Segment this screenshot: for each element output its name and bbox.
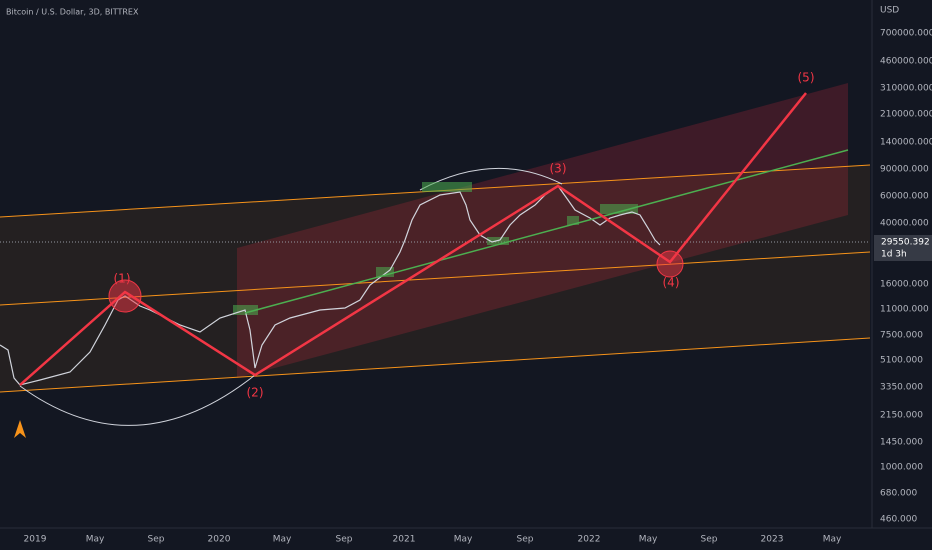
wave-circle <box>108 279 142 313</box>
arc <box>419 167 563 191</box>
price-label: 16000.000 <box>880 280 929 290</box>
zone <box>422 182 472 192</box>
price-label: 700000.000 <box>880 29 932 39</box>
arc <box>19 374 256 426</box>
zone <box>600 204 638 214</box>
time-label: May <box>639 535 658 545</box>
time-label: 2023 <box>761 535 784 545</box>
wave-label: (1) <box>114 272 131 286</box>
wave-label: (4) <box>663 276 680 290</box>
time-label: Sep <box>148 535 165 545</box>
price-tag-value: 29550.392 <box>881 238 930 248</box>
channel-mid <box>0 251 871 306</box>
price-label: 3350.000 <box>880 383 923 393</box>
projection-channel <box>237 83 848 378</box>
wave-label: (2) <box>247 386 264 400</box>
time-label: May <box>86 535 105 545</box>
price-tag-countdown: 1d 3h <box>881 250 907 260</box>
price-label: 2150.000 <box>880 411 923 421</box>
price-label: 11000.000 <box>880 305 929 315</box>
time-label: May <box>823 535 842 545</box>
price-label: 460.000 <box>880 515 917 525</box>
price-label: 1000.000 <box>880 463 923 473</box>
time-label: 2020 <box>208 535 231 545</box>
wave-label: (5) <box>798 71 815 85</box>
time-label: 2019 <box>24 535 47 545</box>
chart-title: Bitcoin / U.S. Dollar, 3D, BITTREX <box>6 8 139 17</box>
price-label: 210000.000 <box>880 110 932 120</box>
price-label: 680.000 <box>880 489 917 499</box>
price-label: 140000.000 <box>880 138 932 148</box>
price-label: 460000.000 <box>880 57 932 67</box>
price-label: 40000.000 <box>880 219 929 229</box>
time-label: 2022 <box>578 535 601 545</box>
price-label: 7500.000 <box>880 331 923 341</box>
price-label: 310000.000 <box>880 84 932 94</box>
time-label: Sep <box>336 535 353 545</box>
time-label: Sep <box>701 535 718 545</box>
time-label: May <box>273 535 292 545</box>
zone <box>376 267 394 277</box>
wave-label: (3) <box>550 162 567 176</box>
time-label: 2021 <box>393 535 416 545</box>
wave-circle <box>656 250 684 278</box>
trend-line <box>244 149 849 314</box>
price-label: 60000.000 <box>880 192 929 202</box>
price-unit: USD <box>880 6 899 16</box>
channel-bottom <box>0 337 871 393</box>
wave-line <box>19 92 807 386</box>
price-label: 1450.000 <box>880 438 923 448</box>
time-label: May <box>454 535 473 545</box>
price-label: 90000.000 <box>880 165 929 175</box>
price-tag <box>874 235 932 261</box>
signal-arrow <box>14 420 26 438</box>
time-label: Sep <box>517 535 534 545</box>
price-label: 5100.000 <box>880 356 923 366</box>
zone <box>567 216 579 225</box>
